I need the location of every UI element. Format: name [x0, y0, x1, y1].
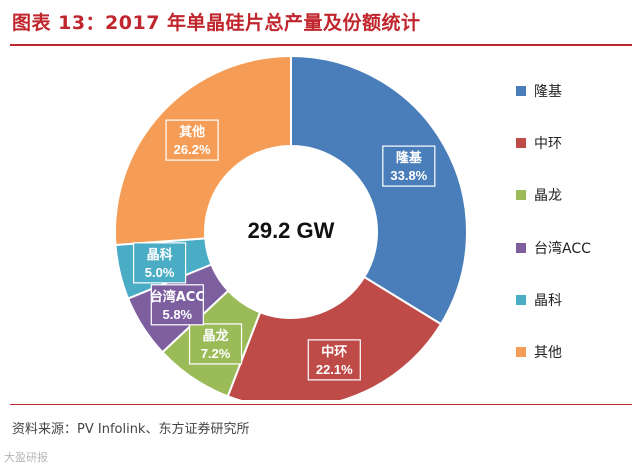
legend-item-1: 中环: [516, 132, 591, 153]
slice-value-label-4: 5.0%: [145, 265, 175, 280]
slice-label-box-5: [165, 119, 219, 161]
legend-swatch-1: [516, 137, 526, 148]
legend-item-4: 晶科: [516, 290, 591, 311]
legend-label-4: 晶科: [534, 293, 562, 310]
slice-category-label-0: 隆基: [396, 150, 423, 166]
watermark-text: 大盈研报: [4, 451, 48, 464]
slice-value-label-0: 33.8%: [390, 168, 427, 183]
legend-swatch-4: [516, 295, 526, 306]
legend-item-0: 隆基: [516, 80, 591, 101]
legend-item-3: 台湾ACC: [516, 237, 591, 258]
slice-label-box-3: [150, 284, 204, 326]
slice-label-box-4: [132, 242, 187, 284]
slice-category-label-1: 中环: [321, 344, 347, 360]
legend-label-3: 台湾ACC: [534, 240, 591, 257]
slice-category-label-2: 晶龙: [203, 328, 229, 344]
legend-label-1: 中环: [534, 135, 562, 152]
title-divider: [10, 44, 632, 46]
slice-labels: 隆基 33.8% 中环 22.1% 晶龙 7.2% 台湾ACC 5.8% 晶科 5.0% 其他 26.…: [132, 119, 436, 381]
slice-value-label-3: 5.8%: [162, 307, 192, 322]
slice-category-label-4: 晶科: [147, 247, 173, 263]
slice-value-label-1: 22.1%: [316, 362, 353, 377]
legend-label-2: 晶龙: [534, 188, 562, 205]
legend-label-0: 隆基: [534, 83, 562, 100]
slice-label-box-0: [382, 145, 436, 187]
slice-value-label-2: 7.2%: [201, 346, 231, 361]
slice-label-box-2: [188, 323, 243, 365]
legend-swatch-3: [516, 242, 526, 253]
donut-slice-0: [290, 54, 468, 326]
source-note: 资料来源：PV Infolink、东方证券研究所: [12, 422, 250, 437]
chart-title: 图表 13：2017 年单晶硅片总产量及份额统计: [12, 12, 421, 34]
slice-category-label-5: 其他: [179, 124, 205, 140]
legend-swatch-5: [516, 347, 526, 358]
legend-label-5: 其他: [534, 345, 562, 362]
donut-slice-1: [226, 275, 443, 400]
chart-legend: 隆基中环晶龙台湾ACC 晶科其他: [516, 80, 591, 394]
legend-swatch-2: [516, 190, 526, 201]
source-divider: [10, 404, 632, 405]
donut-chart: 隆基 33.8% 中环 22.1% 晶龙 7.2% 台湾ACC 5.8% 晶科 5.0% 其他 26.…: [114, 54, 468, 400]
slice-label-box-1: [307, 339, 361, 381]
legend-item-5: 其他: [516, 342, 591, 363]
legend-item-2: 晶龙: [516, 185, 591, 206]
legend-swatch-0: [516, 85, 526, 96]
donut-center-total: 29.2 GW: [248, 218, 335, 243]
slice-category-label-3: 台湾ACC: [150, 289, 205, 305]
slice-value-label-5: 26.2%: [174, 142, 211, 157]
